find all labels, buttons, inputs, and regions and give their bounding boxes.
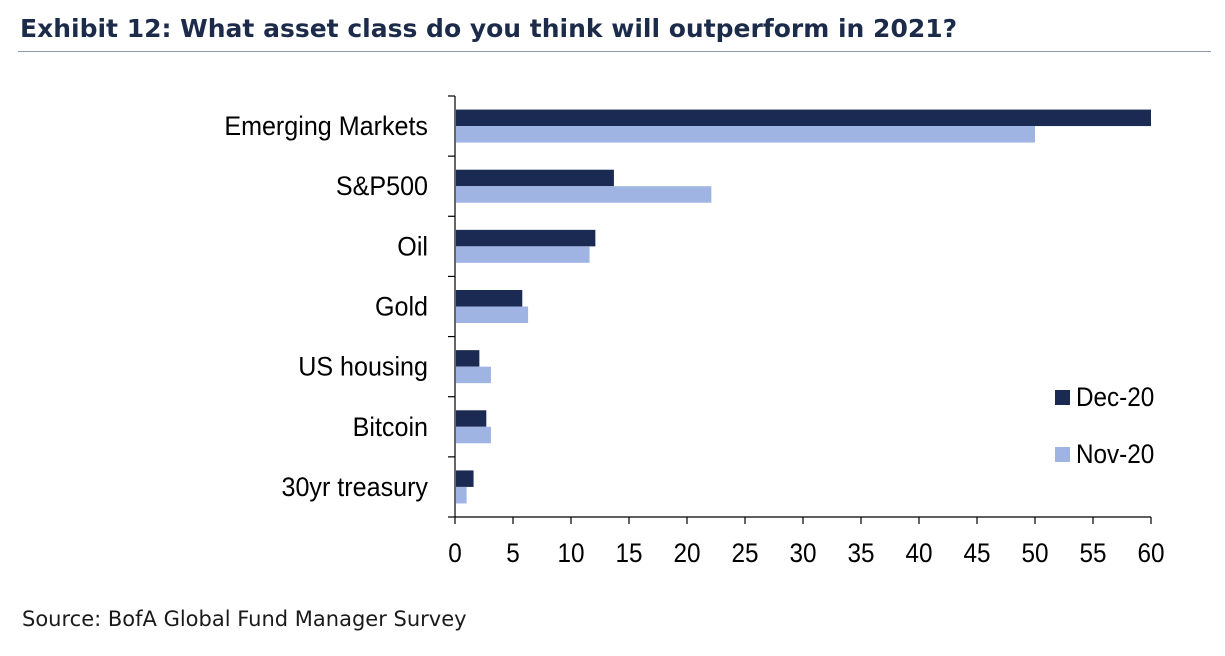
bar-us-housing-nov-20: [456, 366, 491, 384]
title-divider: [18, 51, 1211, 52]
bar-oil-dec-20: [456, 229, 596, 247]
category-label-oil: Oil: [397, 231, 428, 262]
bar-30yr-treasury-nov-20: [456, 486, 467, 504]
source-note: Source: BofA Global Fund Manager Survey: [22, 607, 467, 631]
bar-bitcoin-nov-20: [456, 426, 491, 444]
x-tick-label-25: 25: [731, 539, 758, 568]
bar-bitcoin-dec-20: [456, 410, 487, 427]
bar-s-p500-dec-20: [456, 169, 614, 187]
x-tick-label-30: 30: [789, 539, 816, 568]
legend-label-dec-20: Dec-20: [1076, 383, 1154, 412]
x-tick-label-60: 60: [1137, 539, 1164, 568]
bar-chart: Emerging Markets S&P500 Oil Gold US housing B…: [224, 95, 1165, 568]
x-tick-label-5: 5: [506, 539, 520, 568]
x-tick-label-50: 50: [1021, 539, 1048, 568]
category-label-30yr-treasury: 30yr treasury: [282, 471, 428, 502]
chart-title: Exhibit 12: What asset class do you thin…: [20, 14, 958, 43]
legend-swatch-nov-20: [1055, 447, 1070, 462]
x-tick-label-10: 10: [557, 539, 584, 568]
category-label-s-p500: S&P500: [336, 170, 428, 201]
legend-swatch-dec-20: [1055, 390, 1070, 405]
bar-30yr-treasury-dec-20: [456, 470, 474, 487]
bar-s-p500-nov-20: [456, 186, 712, 203]
x-tick-label-20: 20: [673, 539, 700, 568]
x-tick-label-40: 40: [905, 539, 932, 568]
category-label-emerging-markets: Emerging Markets: [224, 110, 428, 141]
bar-gold-nov-20: [456, 306, 529, 323]
x-tick-label-15: 15: [615, 539, 642, 568]
legend: Dec-20 Nov-20: [1055, 383, 1154, 469]
x-tick-label-0: 0: [448, 539, 462, 568]
axes-group: [448, 95, 1152, 524]
x-tick-label-35: 35: [847, 539, 874, 568]
tick-labels: 0 5 10 15 20 25 30 35 40 45 50 55 60: [448, 539, 1164, 568]
category-labels: Emerging Markets S&P500 Oil Gold US housing B…: [224, 110, 428, 502]
legend-label-nov-20: Nov-20: [1076, 440, 1154, 469]
x-tick-label-55: 55: [1079, 539, 1106, 568]
category-label-bitcoin: Bitcoin: [353, 411, 428, 442]
bar-gold-dec-20: [456, 290, 523, 307]
x-tick-label-45: 45: [963, 539, 990, 568]
bars-group: [456, 109, 1151, 504]
bar-oil-nov-20: [456, 246, 590, 263]
category-label-gold: Gold: [375, 291, 428, 322]
bar-emerging-markets-dec-20: [456, 109, 1151, 127]
category-label-us-housing: US housing: [298, 351, 428, 382]
bar-us-housing-dec-20: [456, 350, 480, 367]
bar-emerging-markets-nov-20: [456, 126, 1035, 143]
